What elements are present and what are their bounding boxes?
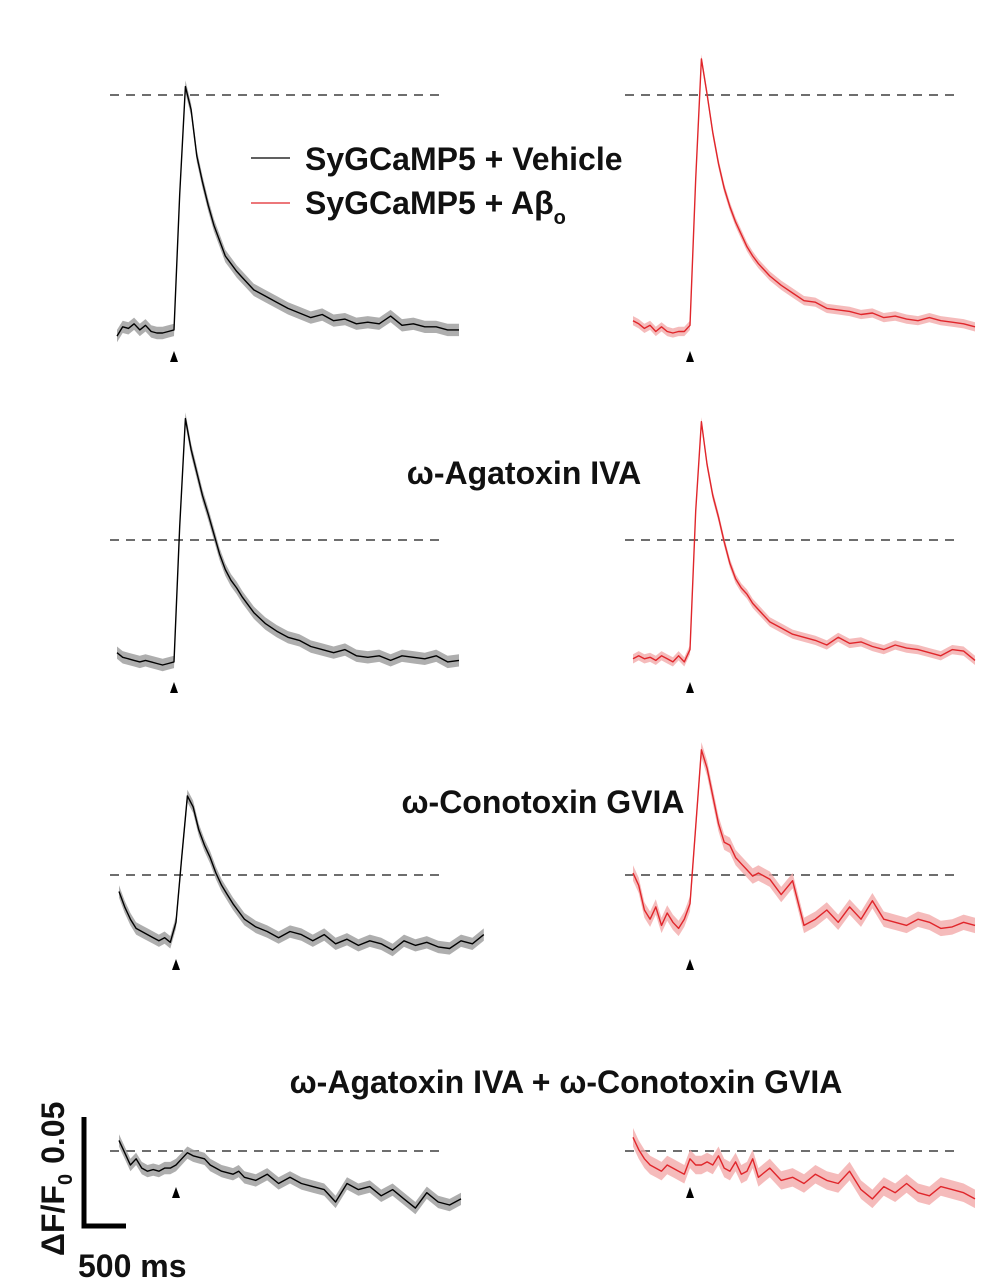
trace-agatoxin-abeta bbox=[632, 421, 976, 663]
scale-bar-y-label-subscript: 0 bbox=[55, 1174, 77, 1185]
legend: SyGCaMP5 + Vehicle SyGCaMP5 + Aβo bbox=[251, 141, 623, 229]
sem-band-combined-vehicle bbox=[119, 1134, 461, 1215]
panel-title-agatoxin: ω-Agatoxin IVA bbox=[407, 455, 641, 491]
stimulus-arrowhead-top-abeta bbox=[686, 351, 694, 362]
panel-title-combined: ω-Agatoxin IVA + ω-Conotoxin GVIA bbox=[290, 1064, 843, 1100]
legend-label-abeta-text: SyGCaMP5 + Aβ bbox=[305, 185, 554, 221]
stimulus-arrowhead-combined-vehicle bbox=[172, 1187, 180, 1198]
sem-band-conotoxin-abeta bbox=[633, 742, 975, 937]
panel-title-conotoxin: ω-Conotoxin GVIA bbox=[402, 784, 685, 820]
legend-label-vehicle: SyGCaMP5 + Vehicle bbox=[305, 141, 623, 177]
trace-layer bbox=[110, 54, 976, 1215]
sem-band-top-abeta bbox=[633, 54, 975, 338]
legend-label-abeta: SyGCaMP5 + Aβo bbox=[305, 185, 566, 229]
stimulus-arrowhead-conotoxin-vehicle bbox=[172, 959, 180, 970]
stimulus-arrowhead-conotoxin-abeta bbox=[686, 959, 694, 970]
legend-label-abeta-subscript: o bbox=[554, 207, 566, 229]
stimulus-arrowhead-agatoxin-vehicle bbox=[170, 682, 178, 693]
stimulus-arrowhead-agatoxin-abeta bbox=[686, 682, 694, 693]
trace-conotoxin-vehicle bbox=[118, 795, 485, 951]
sem-band-agatoxin-abeta bbox=[633, 417, 975, 667]
trace-combined-vehicle bbox=[118, 1140, 462, 1209]
stimulus-arrowhead-top-vehicle bbox=[170, 351, 178, 362]
trace-agatoxin-vehicle bbox=[116, 417, 460, 666]
sem-band-agatoxin-vehicle bbox=[117, 412, 459, 672]
scale-bar-x-label: 500 ms bbox=[78, 1248, 187, 1284]
stimulus-arrowhead-combined-abeta bbox=[686, 1187, 694, 1198]
scale-bar-y-label-text: ΔF/F bbox=[35, 1185, 71, 1256]
trace-top-abeta bbox=[632, 58, 976, 334]
trace-combined-abeta bbox=[632, 1137, 976, 1200]
scale-bar-y-value: 0.05 bbox=[35, 1102, 71, 1164]
sem-band-combined-abeta bbox=[633, 1128, 975, 1209]
trace-conotoxin-abeta bbox=[632, 749, 976, 930]
scale-bar-y-label: ΔF/F0 0.05 bbox=[35, 1102, 77, 1256]
scale-bar-lines bbox=[81, 1117, 126, 1229]
scale-bar: ΔF/F0 0.05 500 ms bbox=[35, 1102, 187, 1284]
trace-top-vehicle bbox=[116, 85, 459, 337]
